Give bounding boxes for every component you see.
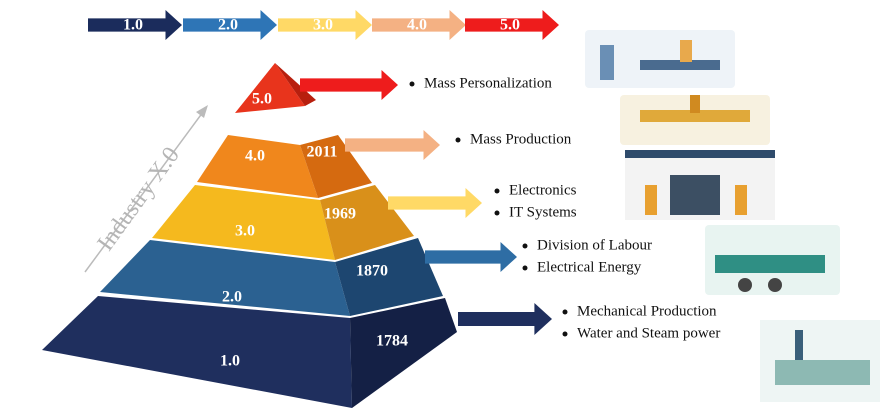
level-year: 1870: [356, 263, 388, 280]
level-year: 2011: [306, 144, 337, 161]
level-arrow: [388, 188, 482, 218]
axis-arrowhead: [196, 105, 208, 118]
level-label: 4.0: [245, 148, 265, 165]
level-year: 1784: [376, 333, 408, 350]
stage-label: 2.0: [218, 17, 238, 34]
bullet-dot: [495, 211, 500, 216]
level-label: 3.0: [235, 223, 255, 240]
diagram: Industry X.0 1.02.03.04.05.01.01784Mecha…: [0, 0, 882, 412]
level-year: 1969: [324, 206, 356, 223]
bullet-text: Water and Steam power: [577, 325, 720, 341]
stage-label: 3.0: [313, 17, 333, 34]
bullet-text: Electronics: [509, 182, 577, 198]
pyramid-front: [42, 296, 352, 408]
bullet-dot: [563, 332, 568, 337]
illustrations: [585, 30, 880, 402]
bullet-text: Division of Labour: [537, 237, 652, 253]
bullet-dot: [523, 266, 528, 271]
bullet-text: Mass Personalization: [424, 75, 552, 91]
stage-label: 5.0: [500, 17, 520, 34]
level-arrow: [425, 242, 517, 272]
bullet-dot: [456, 138, 461, 143]
bullet-dot: [495, 189, 500, 194]
bullet-text: Mechanical Production: [577, 303, 717, 319]
stage-label: 1.0: [123, 17, 143, 34]
level-label: 1.0: [220, 353, 240, 370]
bullet-text: IT Systems: [509, 204, 577, 220]
level-label: 5.0: [252, 91, 272, 108]
level-arrow: [458, 303, 552, 335]
bullet-text: Mass Production: [470, 131, 572, 147]
level-label: 2.0: [222, 289, 242, 306]
bullet-dot: [523, 244, 528, 249]
level-arrow: [300, 70, 398, 100]
pyramid-side: [350, 298, 457, 408]
bullet-dot: [410, 82, 415, 87]
stage-label: 4.0: [407, 17, 427, 34]
bullet-dot: [563, 310, 568, 315]
bullet-text: Electrical Energy: [537, 259, 642, 275]
level-arrow: [345, 130, 440, 160]
